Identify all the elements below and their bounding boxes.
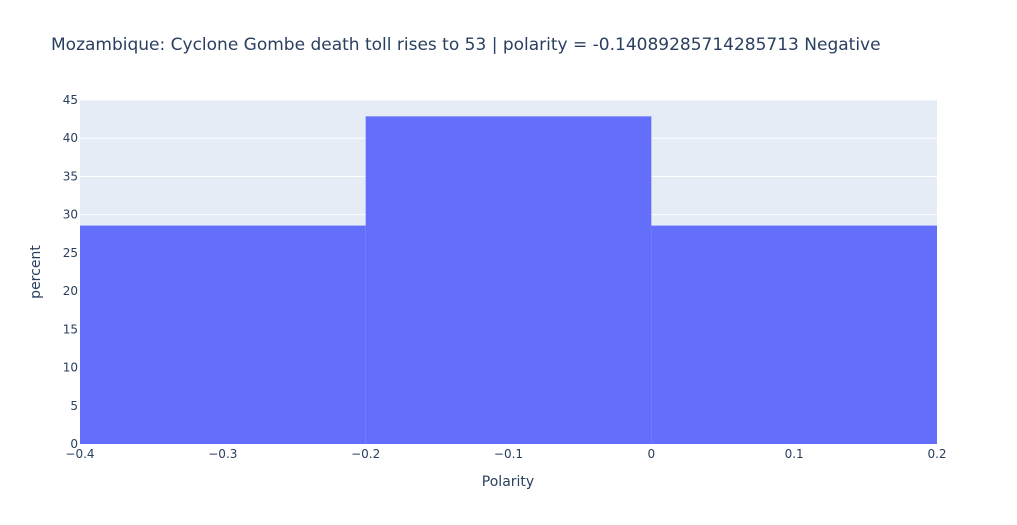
y-axis-ticks: 0 5 10 15 20 25 30 35 40 45: [63, 93, 78, 451]
chart-title: Mozambique: Cyclone Gombe death toll ris…: [51, 35, 881, 55]
y-tick-label: 40: [63, 131, 78, 145]
y-tick-label: 25: [63, 246, 78, 260]
histogram-bar: [651, 225, 937, 444]
x-tick-label: 0: [648, 447, 656, 461]
histogram-bar: [80, 225, 366, 444]
y-tick-label: 0: [70, 437, 78, 451]
x-axis-title: Polarity: [482, 474, 534, 490]
y-tick-label: 20: [63, 284, 78, 298]
y-tick-label: 35: [63, 169, 78, 183]
x-axis-ticks: −0.4 −0.3 −0.2 −0.1 0 0.1 0.2: [65, 447, 946, 461]
x-tick-label: −0.1: [494, 447, 523, 461]
y-tick-label: 5: [70, 399, 78, 413]
y-tick-label: 15: [63, 322, 78, 336]
y-tick-label: 45: [63, 93, 78, 107]
x-tick-label: 0.1: [785, 447, 804, 461]
y-tick-label: 30: [63, 208, 78, 222]
y-tick-label: 10: [63, 361, 78, 375]
bars: [80, 116, 937, 445]
x-tick-label: −0.3: [208, 447, 237, 461]
x-tick-label: −0.2: [351, 447, 380, 461]
x-tick-label: −0.4: [65, 447, 94, 461]
histogram-bar: [365, 116, 652, 445]
y-axis-title: percent: [28, 245, 44, 299]
x-tick-label: 0.2: [927, 447, 946, 461]
